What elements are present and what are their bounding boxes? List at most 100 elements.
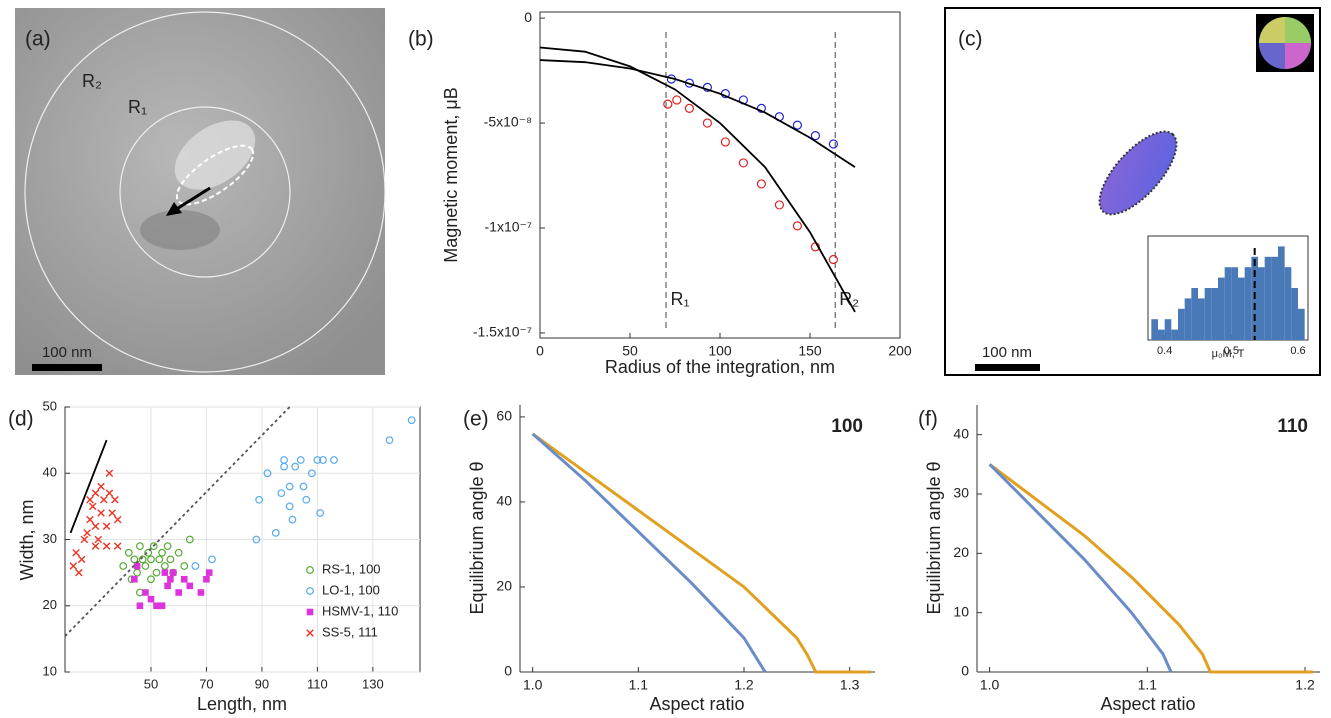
arrow <box>174 186 211 212</box>
marker <box>285 482 294 491</box>
particle-outline <box>175 144 255 206</box>
x-tick-label: 1.3 <box>840 677 860 693</box>
marker <box>108 509 116 517</box>
marker <box>828 139 839 149</box>
marker <box>738 158 749 168</box>
marker <box>164 582 171 590</box>
marker <box>136 602 144 610</box>
marker <box>720 137 731 147</box>
marker <box>319 456 327 464</box>
outer-circle <box>24 11 386 373</box>
marker <box>113 515 122 524</box>
line <box>539 59 856 168</box>
marker <box>263 469 272 478</box>
y-tick-label: -5x10⁻⁸ <box>484 114 532 130</box>
marker <box>774 200 785 210</box>
x-tick-label: 50 <box>144 676 158 691</box>
legend-label: HSMV-1, 110 <box>322 603 398 618</box>
marker <box>161 569 169 576</box>
marker <box>205 569 213 576</box>
marker <box>158 602 166 610</box>
marker <box>144 548 153 557</box>
x-tick-label: 150 <box>798 343 822 359</box>
bar <box>1191 288 1198 340</box>
y-tick-label: 30 <box>953 485 969 501</box>
scale-bar <box>32 364 102 371</box>
dark-region <box>140 210 220 250</box>
marker <box>91 542 100 550</box>
wheel-part <box>1285 17 1311 43</box>
marker <box>153 602 160 610</box>
wheel-part <box>1259 17 1285 43</box>
marker <box>280 462 289 471</box>
x-tick-label: 0.6 <box>1290 345 1305 357</box>
marker <box>280 456 289 464</box>
bar <box>1284 267 1292 340</box>
marker <box>83 529 91 537</box>
marker <box>149 542 158 551</box>
legend-label: LO-1, 100 <box>322 582 380 597</box>
x-tick-label: 1.0 <box>980 677 1000 693</box>
legend-swatch <box>306 608 314 616</box>
y-axis-label: Equilibrium angle θ <box>467 461 487 614</box>
annotation: 110 <box>1277 416 1308 437</box>
marker <box>277 489 286 498</box>
marker <box>663 99 673 109</box>
x-tick-label: 110 <box>307 676 328 691</box>
marker <box>307 469 316 478</box>
panel-label: (b) <box>408 28 434 51</box>
x-tick-label: 50 <box>622 343 638 359</box>
bar <box>1204 288 1212 340</box>
bar <box>1238 277 1245 340</box>
y-tick-label: -1.5x10⁻⁷ <box>473 324 532 340</box>
bar <box>1258 267 1265 340</box>
marker <box>75 568 83 577</box>
marker <box>86 495 94 504</box>
marker <box>133 568 142 577</box>
marker <box>175 589 183 596</box>
marker <box>285 502 294 511</box>
marker <box>135 542 144 551</box>
marker <box>147 575 155 584</box>
circle-label: R₁ <box>128 97 147 117</box>
marker <box>174 548 183 557</box>
marker <box>147 595 155 603</box>
wheel-part <box>1285 43 1311 69</box>
legend-swatch <box>306 629 314 637</box>
marker <box>208 555 216 564</box>
panel-label: (d) <box>8 408 34 431</box>
legend-label: RS-1, 100 <box>322 561 381 576</box>
marker <box>756 179 767 189</box>
marker <box>180 575 188 583</box>
marker <box>105 469 114 478</box>
wheel-part <box>1259 43 1285 69</box>
y-tick-label: 30 <box>43 531 57 546</box>
y-axis-label: Equilibrium angle θ <box>924 461 944 614</box>
bar <box>1298 308 1305 340</box>
bar <box>1178 308 1185 340</box>
reference-label: R₁ <box>670 289 689 309</box>
annotation: 100 <box>831 416 863 437</box>
scale-bar <box>975 364 1040 371</box>
bar <box>1184 298 1192 340</box>
marker <box>180 562 189 570</box>
bar <box>1224 267 1232 340</box>
marker <box>160 562 169 570</box>
marker <box>130 555 139 564</box>
marker <box>119 562 128 570</box>
y-tick-label: 0 <box>504 663 512 679</box>
x-tick-label: 100 <box>708 343 732 359</box>
marker <box>316 509 325 517</box>
x-axis-label: Radius of the integration, nm <box>605 357 835 377</box>
bar <box>1244 267 1252 340</box>
bar <box>1218 277 1225 340</box>
y-tick-label: 0 <box>961 663 969 679</box>
marker <box>684 103 695 113</box>
marker <box>313 456 322 464</box>
line <box>531 432 767 673</box>
line <box>988 463 1313 674</box>
marker <box>299 482 308 491</box>
marker <box>94 535 103 544</box>
line <box>69 439 108 534</box>
x-tick-label: 1.1 <box>1138 677 1158 693</box>
